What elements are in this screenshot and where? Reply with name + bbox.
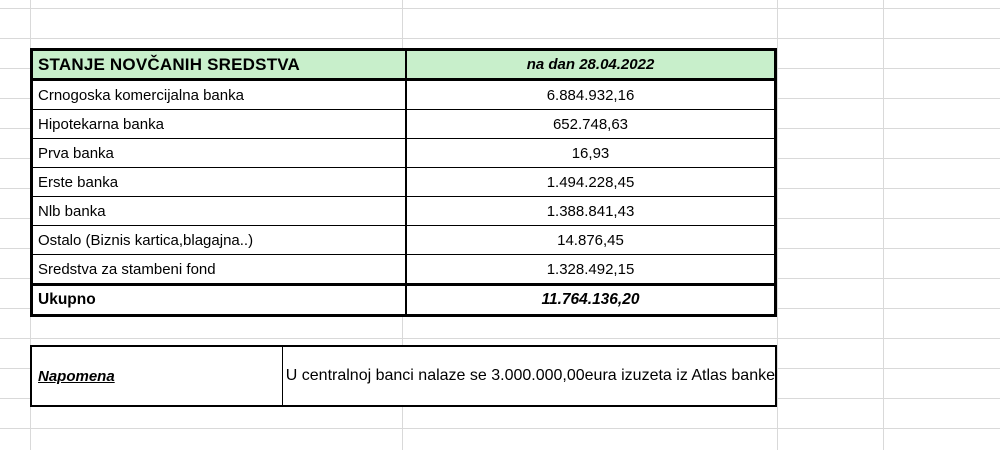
amount-cell[interactable]: 16,93: [571, 144, 610, 162]
bank-name-cell[interactable]: Erste banka: [33, 168, 407, 196]
amount-cell[interactable]: 1.328.492,15: [546, 260, 635, 278]
note-table: Napomena U centralnoj banci nalaze se 3.…: [30, 345, 777, 407]
cash-balance-table: STANJE NOVČANIH SREDSTVA na dan 28.04.20…: [30, 48, 777, 317]
bank-name-cell[interactable]: Hipotekarna banka: [33, 110, 407, 138]
table-row: Sredstva za stambeni fond 1.328.492,15: [33, 255, 774, 284]
table-row: Nlb banka 1.388.841,43: [33, 197, 774, 226]
note-text-cell[interactable]: U centralnoj banci nalaze se 3.000.000,0…: [283, 347, 775, 405]
table-row: Erste banka 1.494.228,45: [33, 168, 774, 197]
amount-cell[interactable]: 652.748,63: [552, 115, 629, 133]
note-label: Napomena: [38, 367, 115, 385]
table-title-cell[interactable]: STANJE NOVČANIH SREDSTVA: [33, 51, 407, 78]
report-date-cell[interactable]: na dan 28.04.2022: [526, 56, 655, 73]
table-row: Hipotekarna banka 652.748,63: [33, 110, 774, 139]
amount-cell[interactable]: 1.388.841,43: [546, 202, 635, 220]
bank-name-cell[interactable]: Sredstva za stambeni fond: [33, 255, 407, 283]
note-text: U centralnoj banci nalaze se 3.000.000,0…: [285, 367, 775, 384]
amount-cell[interactable]: 1.494.228,45: [546, 173, 635, 191]
grid-vertical-line: [777, 0, 778, 450]
amount-cell[interactable]: 6.884.932,16: [546, 86, 635, 104]
amount-cell[interactable]: 14.876,45: [557, 231, 624, 249]
total-value-cell[interactable]: 11.764.136,20: [541, 291, 640, 308]
table-rows: Crnogoska komercijalna banka 6.884.932,1…: [33, 81, 774, 284]
note-label-cell[interactable]: Napomena: [32, 347, 283, 405]
bank-name-cell[interactable]: Nlb banka: [33, 197, 407, 225]
bank-name-cell[interactable]: Crnogoska komercijalna banka: [33, 81, 407, 109]
total-label-cell[interactable]: Ukupno: [33, 286, 407, 314]
table-row: Ostalo (Biznis kartica,blagajna..) 14.87…: [33, 226, 774, 255]
grid-vertical-line: [883, 0, 884, 450]
table-row: Prva banka 16,93: [33, 139, 774, 168]
table-header-row: STANJE NOVČANIH SREDSTVA na dan 28.04.20…: [33, 51, 774, 81]
bank-name-cell[interactable]: Prva banka: [33, 139, 407, 167]
table-row: Crnogoska komercijalna banka 6.884.932,1…: [33, 81, 774, 110]
bank-name-cell[interactable]: Ostalo (Biznis kartica,blagajna..): [33, 226, 407, 254]
total-row: Ukupno 11.764.136,20: [33, 284, 774, 314]
